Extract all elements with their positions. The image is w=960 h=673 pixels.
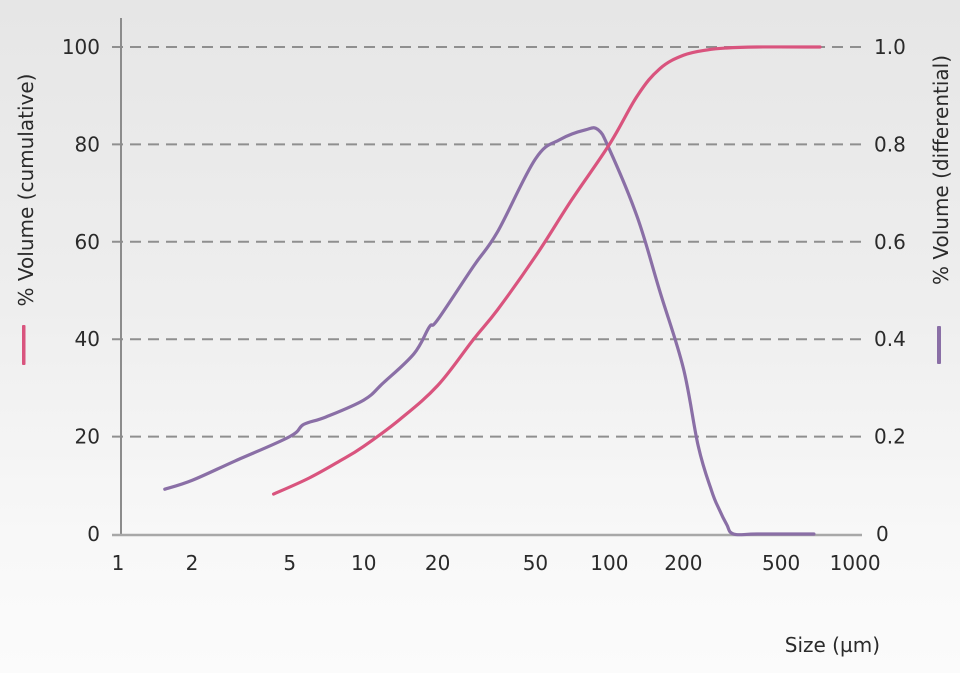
x-tick-label: 200 xyxy=(664,551,702,575)
y-tick-label: 20 xyxy=(75,425,100,449)
cumulative-legend-marker xyxy=(22,325,26,365)
differential-legend-marker xyxy=(937,326,941,364)
x-tick-label: 5 xyxy=(283,551,296,575)
x-tick-label: 20 xyxy=(425,551,450,575)
y2-tick-label: 0.6 xyxy=(874,230,906,254)
y-axis-title: % Volume (cumulative) xyxy=(14,74,38,307)
y2-axis-ticks: 0 0.2 0.4 0.6 0.8 1.0 xyxy=(874,35,906,546)
x-tick-label: 100 xyxy=(590,551,628,575)
y2-tick-label: 1.0 xyxy=(874,35,906,59)
x-axis-title: Size (µm) xyxy=(785,633,880,657)
y-tick-label: 60 xyxy=(75,230,100,254)
y2-tick-label: 0.8 xyxy=(874,132,906,156)
y-tick-label: 80 xyxy=(75,132,100,156)
differential-volume-line xyxy=(163,126,816,537)
y-tick-label: 40 xyxy=(75,327,100,351)
y2-tick-label: 0.2 xyxy=(874,425,906,449)
y-tick-label: 100 xyxy=(62,35,100,59)
y2-axis-title: % Volume (differential) xyxy=(929,55,953,285)
x-tick-label: 2 xyxy=(186,551,199,575)
x-axis-ticks: 1 2 5 10 20 50 100 200 500 1000 xyxy=(112,551,881,575)
y-axis-title-group: % Volume (cumulative) xyxy=(14,74,38,307)
y2-tick-label: 0 xyxy=(876,522,889,546)
series-layer xyxy=(163,45,822,537)
x-tick-label: 500 xyxy=(762,551,800,575)
grid-lines xyxy=(112,46,862,438)
y-axis-ticks: 0 20 40 60 80 100 xyxy=(62,35,100,546)
cumulative-volume-line xyxy=(272,45,822,496)
y-tick-label: 0 xyxy=(87,522,100,546)
x-tick-label: 1000 xyxy=(830,551,881,575)
x-tick-label: 50 xyxy=(523,551,548,575)
x-tick-label: 10 xyxy=(351,551,376,575)
y2-tick-label: 0.4 xyxy=(874,327,906,351)
y2-axis-title-group: % Volume (differential) xyxy=(929,55,953,285)
x-tick-label: 1 xyxy=(112,551,125,575)
